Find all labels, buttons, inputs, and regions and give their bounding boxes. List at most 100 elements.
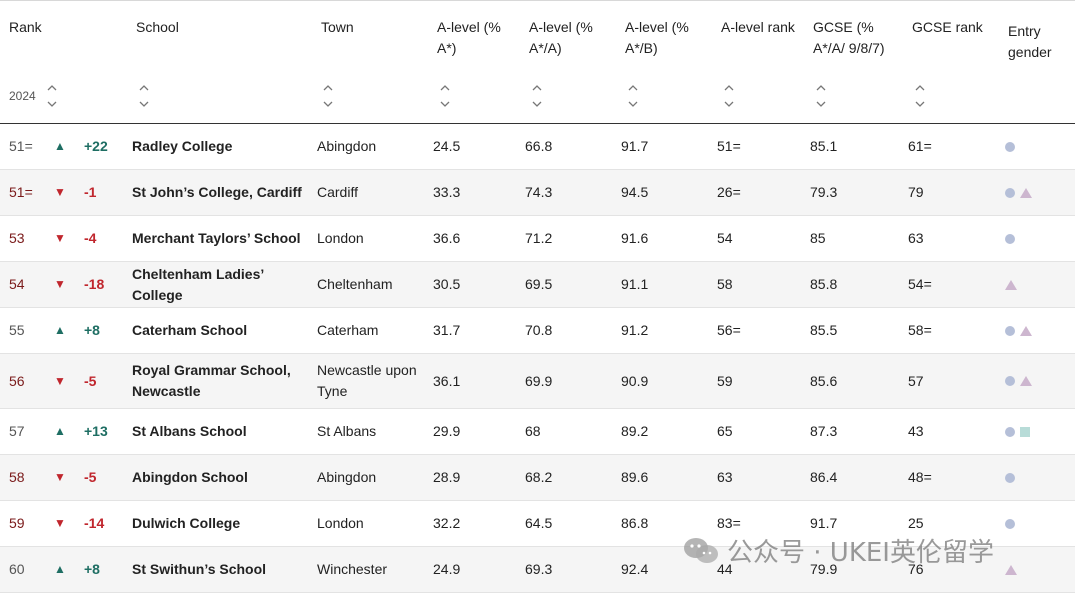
a-level-a-star-b-value: 89.2 xyxy=(621,423,649,439)
sort-town-icon[interactable] xyxy=(322,83,334,109)
table-body: 51= ▲ +22 Radley College Abingdon 24.5 66.8 91.… xyxy=(0,124,1075,593)
a-level-a-star-value: 32.2 xyxy=(433,515,461,531)
rank-change: +8 xyxy=(84,322,100,338)
table-row[interactable]: 54 ▼ -18 Cheltenham Ladies’ College Cheltenh… xyxy=(0,262,1075,308)
arrow-down-icon: ▼ xyxy=(54,277,66,291)
table-row[interactable]: 59 ▼ -14 Dulwich College London 32.2 64.5 86.8 8… xyxy=(0,501,1075,547)
town-name: Abingdon xyxy=(317,469,377,485)
entry-gender xyxy=(1005,354,1032,408)
town-name: London xyxy=(317,230,364,246)
rank-value: 56 xyxy=(9,372,25,389)
town-name: Caterham xyxy=(317,322,379,338)
a-level-a-star-a-value: 71.2 xyxy=(525,230,553,246)
rank-change: +8 xyxy=(84,561,100,577)
entry-gender xyxy=(1005,170,1032,215)
gcse-value: 85.8 xyxy=(810,276,838,292)
sort-a-level-rank-icon[interactable] xyxy=(723,83,735,109)
a-level-a-star-a-value: 74.3 xyxy=(525,184,553,200)
school-name: Merchant Taylors’ School xyxy=(132,230,301,246)
rank-value: 53 xyxy=(9,230,25,246)
rank-change: -18 xyxy=(84,276,105,292)
arrow-up-icon: ▲ xyxy=(54,424,66,438)
entry-gender xyxy=(1005,124,1015,169)
sort-gcse-rank-icon[interactable] xyxy=(914,83,926,109)
rank-change: -5 xyxy=(84,469,97,485)
gcse-rank-value: 79 xyxy=(908,184,924,200)
header-a-level-rank: A-level rank xyxy=(721,19,795,35)
arrow-up-icon: ▲ xyxy=(54,139,66,153)
a-level-rank-value: 51= xyxy=(717,138,741,154)
town-name: Cheltenham xyxy=(317,276,393,292)
a-level-a-star-a-value: 69.9 xyxy=(525,372,553,389)
a-level-rank-value: 44 xyxy=(717,561,733,577)
gcse-value: 86.4 xyxy=(810,469,838,485)
a-level-a-star-b-value: 92.4 xyxy=(621,561,649,577)
table-row[interactable]: 51= ▲ +22 Radley College Abingdon 24.5 66.8 91.… xyxy=(0,124,1075,170)
a-level-rank-value: 63 xyxy=(717,469,733,485)
gcse-rank-value: 57 xyxy=(908,372,924,389)
rank-value: 51= xyxy=(9,138,33,154)
a-level-a-star-a-value: 68.2 xyxy=(525,469,553,485)
gcse-rank-value: 48= xyxy=(908,469,932,485)
watermark-text: 公众号 · UKEI英伦留学 xyxy=(727,538,994,568)
boys-dot-icon xyxy=(1005,187,1015,198)
table-row[interactable]: 51= ▼ -1 St John’s College, Cardiff Cardiff 3… xyxy=(0,170,1075,216)
table-row[interactable]: 56 ▼ -5 Royal Grammar School, Newcastle Newca… xyxy=(0,354,1075,409)
coed-square-icon xyxy=(1020,426,1030,437)
a-level-a-star-b-value: 94.5 xyxy=(621,184,649,200)
rank-change: -14 xyxy=(84,515,105,531)
a-level-rank-value: 54 xyxy=(717,230,733,246)
gcse-rank-value: 76 xyxy=(908,561,924,577)
gcse-value: 91.7 xyxy=(810,515,838,531)
sort-a-level-a-star-icon[interactable] xyxy=(439,83,451,109)
town-name: Winchester xyxy=(317,561,388,577)
gcse-value: 85 xyxy=(810,230,826,246)
rank-value: 57 xyxy=(9,423,25,439)
table-row[interactable]: 60 ▲ +8 St Swithun’s School Winchester 24.9 69… xyxy=(0,547,1075,593)
a-level-a-star-a-value: 68 xyxy=(525,423,541,439)
school-name: St John’s College, Cardiff xyxy=(132,184,302,200)
sort-gcse-icon[interactable] xyxy=(815,83,827,109)
gcse-rank-value: 63 xyxy=(908,230,924,246)
arrow-down-icon: ▼ xyxy=(54,470,66,484)
entry-gender xyxy=(1005,308,1032,353)
gcse-value: 85.6 xyxy=(810,372,838,389)
girls-triangle-icon xyxy=(1020,325,1032,336)
a-level-a-star-value: 28.9 xyxy=(433,469,461,485)
gcse-value: 79.9 xyxy=(810,561,838,577)
table-row[interactable]: 57 ▲ +13 St Albans School St Albans 29.9 68 89.… xyxy=(0,409,1075,455)
gcse-rank-value: 54= xyxy=(908,276,932,292)
header-school: School xyxy=(136,19,179,35)
header-a-level-a-star: A-level (% A*) xyxy=(437,19,501,56)
a-level-a-star-value: 29.9 xyxy=(433,423,461,439)
town-name: Newcastle upon Tyne xyxy=(317,362,417,399)
table-row[interactable]: 58 ▼ -5 Abingdon School Abingdon 28.9 68.2 89.6… xyxy=(0,455,1075,501)
entry-gender xyxy=(1005,455,1015,500)
a-level-a-star-value: 30.5 xyxy=(433,276,461,292)
header-gcse-rank: GCSE rank xyxy=(912,19,983,35)
table-row[interactable]: 53 ▼ -4 Merchant Taylors’ School London 36.6 7… xyxy=(0,216,1075,262)
a-level-a-star-value: 31.7 xyxy=(433,322,461,338)
town-name: Cardiff xyxy=(317,184,358,200)
a-level-a-star-b-value: 91.6 xyxy=(621,230,649,246)
a-level-a-star-value: 24.9 xyxy=(433,561,461,577)
rank-change: +22 xyxy=(84,138,108,154)
entry-gender xyxy=(1005,501,1015,546)
rank-change: -5 xyxy=(84,372,97,389)
header-town: Town xyxy=(321,19,354,35)
a-level-a-star-a-value: 69.3 xyxy=(525,561,553,577)
header-entry-gender: Entry gender xyxy=(1008,23,1052,60)
sort-a-level-a-star-b-icon[interactable] xyxy=(627,83,639,109)
a-level-a-star-b-value: 90.9 xyxy=(621,372,649,389)
a-level-rank-value: 56= xyxy=(717,322,741,338)
sort-a-level-a-star-a-icon[interactable] xyxy=(531,83,543,109)
sort-rank-icon[interactable] xyxy=(46,83,58,109)
table-row[interactable]: 55 ▲ +8 Caterham School Caterham 31.7 70.8 91.2… xyxy=(0,308,1075,354)
girls-triangle-icon xyxy=(1005,279,1017,290)
sort-school-icon[interactable] xyxy=(138,83,150,109)
a-level-rank-value: 26= xyxy=(717,184,741,200)
school-name: Caterham School xyxy=(132,322,248,338)
a-level-a-star-b-value: 91.1 xyxy=(621,276,649,292)
rank-value: 55 xyxy=(9,322,25,338)
rank-value: 59 xyxy=(9,515,25,531)
